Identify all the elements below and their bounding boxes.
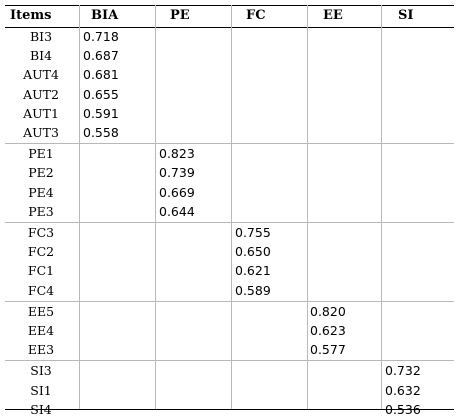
column-divider (231, 5, 232, 409)
column-divider (155, 5, 156, 409)
row-item-label: BI4 (29, 48, 53, 64)
row-loading-value: 0.669 (159, 184, 195, 200)
row-loading-value: 0.687 (83, 48, 119, 64)
row-item-label: FC3 (27, 225, 55, 240)
row-loading-value: 0.589 (235, 282, 271, 298)
column-divider (307, 5, 308, 409)
row-loading-value: 0.632 (385, 382, 421, 398)
row-loading-value: 0.718 (83, 29, 119, 44)
row-loading-value: 0.655 (83, 86, 119, 102)
row-item-label: EE3 (27, 342, 55, 358)
row-item-label: PE3 (28, 203, 54, 219)
row-item-label: FC4 (27, 282, 55, 298)
row-loading-value: 0.577 (310, 342, 346, 358)
row-loading-value: 0.591 (83, 105, 119, 121)
row-loading-value: 0.644 (159, 203, 195, 219)
group-separator (5, 143, 454, 145)
row-item-label: AUT4 (23, 67, 59, 83)
row-item-label: SI1 (30, 382, 52, 398)
row-loading-value: 0.650 (235, 244, 271, 260)
group-separator (5, 222, 454, 223)
column-divider (381, 5, 382, 409)
row-loading-value: 0.739 (159, 165, 195, 181)
row-loading-value: 0.558 (83, 125, 119, 140)
row-item-label: PE2 (28, 165, 54, 181)
group-separator (5, 360, 454, 362)
header-bia: BIA (91, 8, 119, 23)
row-item-label: FC2 (27, 244, 55, 260)
row-item-label: AUT2 (23, 86, 59, 102)
header-pe: PE (170, 8, 190, 23)
row-item-label: PE1 (28, 146, 54, 162)
row-item-label: AUT1 (23, 105, 59, 121)
header-si: SI (398, 8, 414, 23)
group-separator (5, 300, 454, 302)
row-loading-value: 0.732 (385, 363, 421, 379)
row-item-label: SI3 (30, 363, 52, 379)
row-loading-value: 0.623 (310, 323, 346, 338)
column-divider (79, 5, 80, 409)
table-bottom-rule (5, 409, 454, 410)
row-loading-value: 0.621 (235, 263, 271, 279)
row-item-label: EE4 (27, 323, 55, 338)
header-fc: FC (246, 8, 266, 23)
row-item-label: EE5 (27, 303, 55, 319)
row-loading-value: 0.755 (235, 225, 271, 240)
header-ee: EE (323, 8, 343, 23)
row-loading-value: 0.681 (83, 67, 119, 83)
row-loading-value: 0.820 (310, 303, 346, 319)
row-item-label: AUT3 (23, 125, 59, 140)
table-header: Items BIA PE FC EE SI (5, 5, 454, 28)
header-items: Items (10, 8, 52, 23)
row-item-label: PE4 (28, 184, 54, 200)
row-item-label: BI3 (29, 29, 53, 44)
row-loading-value: 0.823 (159, 146, 195, 162)
row-item-label: FC1 (27, 263, 55, 279)
